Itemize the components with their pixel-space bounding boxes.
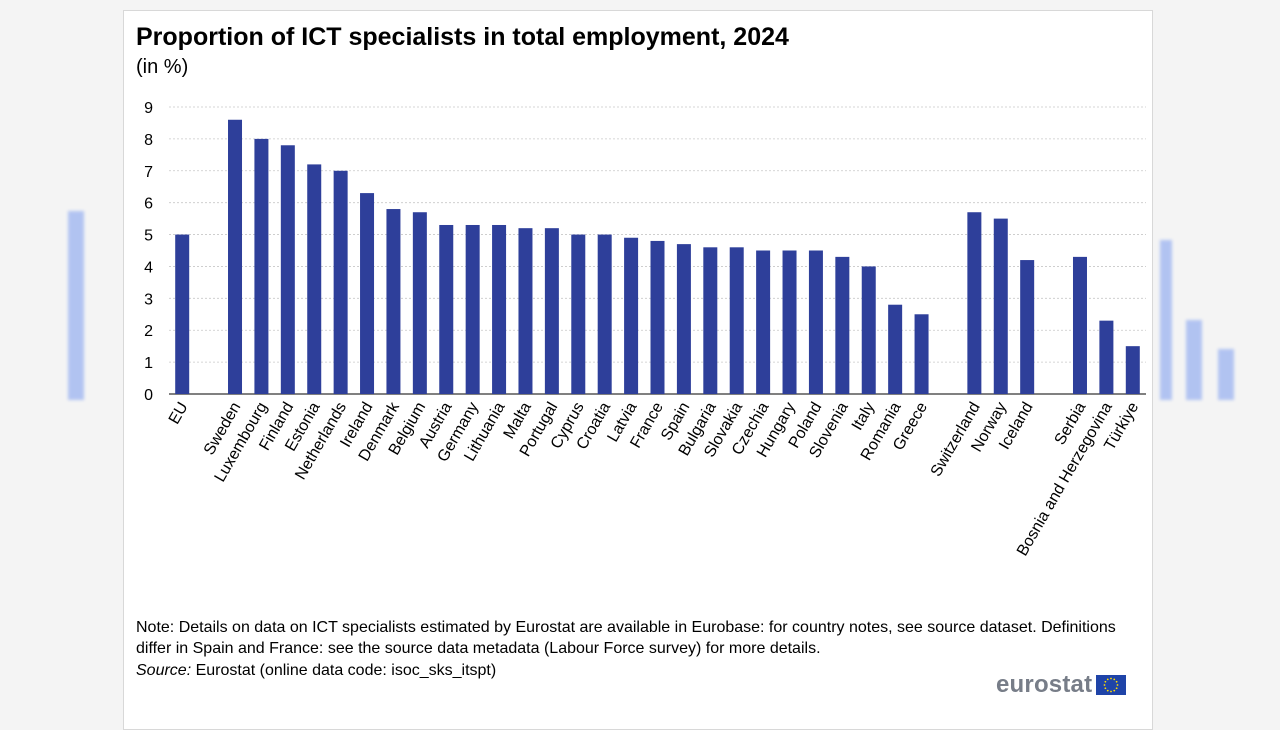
bar xyxy=(650,240,665,394)
bar xyxy=(439,224,454,394)
bar xyxy=(465,224,480,394)
bar xyxy=(307,164,322,394)
y-tick-label: 2 xyxy=(144,323,153,340)
logo-text: eurostat xyxy=(996,671,1093,698)
flag-star xyxy=(1110,677,1113,680)
y-tick-label: 7 xyxy=(144,164,153,181)
y-tick-label: 1 xyxy=(144,355,153,372)
background-bar xyxy=(1160,240,1172,400)
bar xyxy=(571,234,586,394)
y-tick-label: 9 xyxy=(144,100,153,117)
bar xyxy=(861,266,876,394)
flag-star xyxy=(1103,684,1106,686)
bar xyxy=(729,247,744,394)
bar xyxy=(914,314,929,394)
background-bar xyxy=(1218,348,1234,400)
bar xyxy=(676,244,691,394)
eu-flag-icon xyxy=(1096,675,1127,695)
flag-star xyxy=(1116,684,1119,686)
flag-star xyxy=(1113,678,1116,681)
bar xyxy=(835,256,850,394)
bar xyxy=(544,228,559,394)
bar xyxy=(808,250,823,394)
y-tick-label: 8 xyxy=(144,132,153,149)
bar xyxy=(492,224,507,394)
flag-star xyxy=(1110,690,1113,693)
bar xyxy=(967,212,982,394)
source-label: Source: xyxy=(136,662,192,679)
bar xyxy=(360,193,375,394)
y-tick-label: 0 xyxy=(144,387,153,404)
bar xyxy=(597,234,612,394)
chart-title: Proportion of ICT specialists in total e… xyxy=(136,23,789,51)
x-axis-labels: EU SwedenLuxembourgFinlandEstoniaNetherla… xyxy=(166,399,1142,559)
bar xyxy=(254,138,269,394)
bar xyxy=(1099,320,1114,394)
bar xyxy=(518,228,533,394)
flag-star xyxy=(1107,689,1109,692)
bar xyxy=(756,250,771,394)
bar xyxy=(1072,256,1087,394)
flag-star xyxy=(1116,687,1118,690)
eurostat-logo: eurostat xyxy=(996,671,1127,699)
y-tick-label: 5 xyxy=(144,228,153,245)
flag-star xyxy=(1116,680,1118,683)
bar xyxy=(624,237,639,394)
source-text: Eurostat (online data code: isoc_sks_its… xyxy=(191,662,497,679)
chart-subtitle: (in %) xyxy=(136,56,189,78)
bar xyxy=(280,145,295,394)
flag-star xyxy=(1113,689,1116,692)
chart-note: Note: Details on data on ICT specialists… xyxy=(136,619,1116,657)
chart-source: Source: Eurostat (online data code: isoc… xyxy=(136,662,496,680)
flag-star xyxy=(1104,687,1107,690)
bar xyxy=(1125,346,1140,394)
flag-star xyxy=(1107,678,1109,681)
bar xyxy=(333,170,348,394)
bar xyxy=(1020,260,1035,394)
flag-star xyxy=(1104,680,1107,683)
y-tick-label: 4 xyxy=(144,259,153,276)
bars xyxy=(175,119,1140,394)
y-tick-label: 3 xyxy=(144,291,153,308)
chart-panel: Proportion of ICT specialists in total e… xyxy=(123,10,1153,730)
background-bar xyxy=(1186,320,1202,400)
bar xyxy=(782,250,797,394)
bar xyxy=(228,119,243,394)
bar xyxy=(412,212,427,394)
bar xyxy=(175,234,190,394)
bar xyxy=(386,209,401,394)
background-bar xyxy=(68,211,84,400)
y-axis-ticks: 0 1 2 3 4 5 6 7 8 9 xyxy=(144,100,153,404)
bar xyxy=(993,218,1008,394)
x-tick-label: EU xyxy=(166,400,192,428)
bar xyxy=(888,304,903,394)
y-tick-label: 6 xyxy=(144,196,153,213)
bar-chart: 0 1 2 3 4 5 6 7 8 9 EU SwedenLuxembourgFinlandEsto… xyxy=(144,100,1146,559)
bar xyxy=(703,247,718,394)
